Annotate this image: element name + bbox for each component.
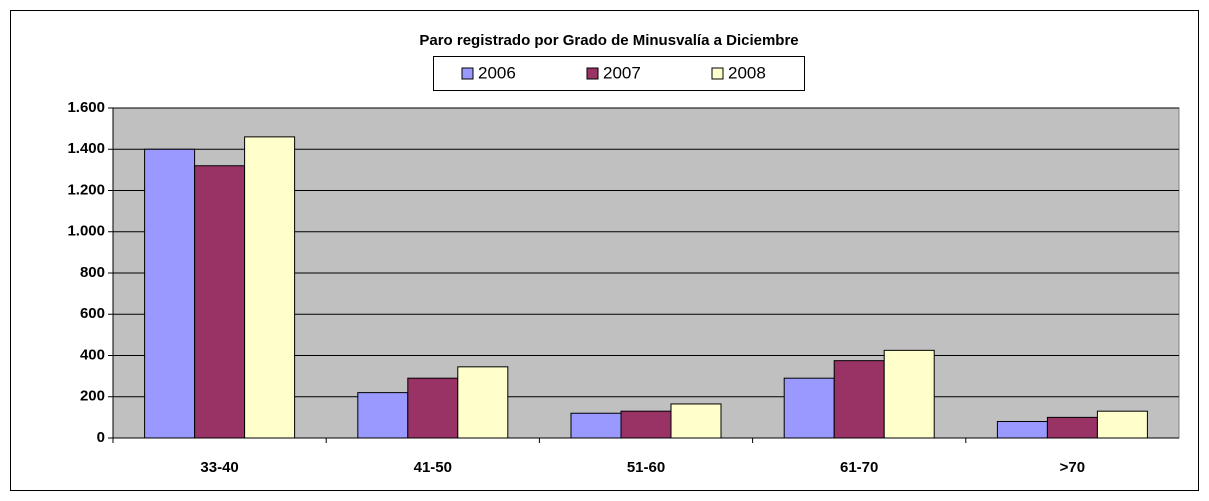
bar	[1096, 410, 1148, 439]
y-tick-label: 1.400	[67, 140, 105, 157]
bar	[783, 377, 835, 439]
y-tick-label: 0	[97, 429, 105, 446]
y-tick-label: 800	[80, 264, 105, 281]
bar	[883, 349, 935, 439]
bar	[833, 360, 885, 439]
x-tick-label: 33-40	[200, 459, 238, 476]
bar	[996, 421, 1048, 439]
legend-swatch	[711, 67, 724, 80]
y-tick-label: 1.000	[67, 223, 105, 240]
y-tick-label: 200	[80, 388, 105, 405]
legend-box	[433, 56, 805, 91]
x-tick-label: 41-50	[414, 459, 452, 476]
legend-label: 2008	[728, 63, 766, 82]
bar	[570, 412, 622, 439]
y-tick-label: 1.600	[67, 99, 105, 116]
x-tick-label: 61-70	[840, 459, 878, 476]
bar	[407, 377, 459, 439]
legend-swatch	[461, 67, 474, 80]
legend-label: 2006	[478, 63, 516, 82]
bar	[670, 403, 722, 439]
bar	[1046, 416, 1098, 439]
y-tick-label: 1.200	[67, 181, 105, 198]
bar	[620, 410, 672, 439]
bar	[244, 136, 296, 439]
chart-title: Paro registrado por Grado de Minusvalía …	[419, 32, 798, 49]
x-tick-label: 51-60	[627, 459, 665, 476]
bar	[194, 165, 246, 439]
x-tick-label: >70	[1060, 459, 1085, 476]
legend-label: 2007	[603, 63, 641, 82]
legend-swatch	[586, 67, 599, 80]
bar	[457, 366, 509, 439]
y-tick-label: 400	[80, 346, 105, 363]
bar	[144, 148, 196, 439]
y-tick-label: 600	[80, 305, 105, 322]
bar	[357, 392, 409, 439]
